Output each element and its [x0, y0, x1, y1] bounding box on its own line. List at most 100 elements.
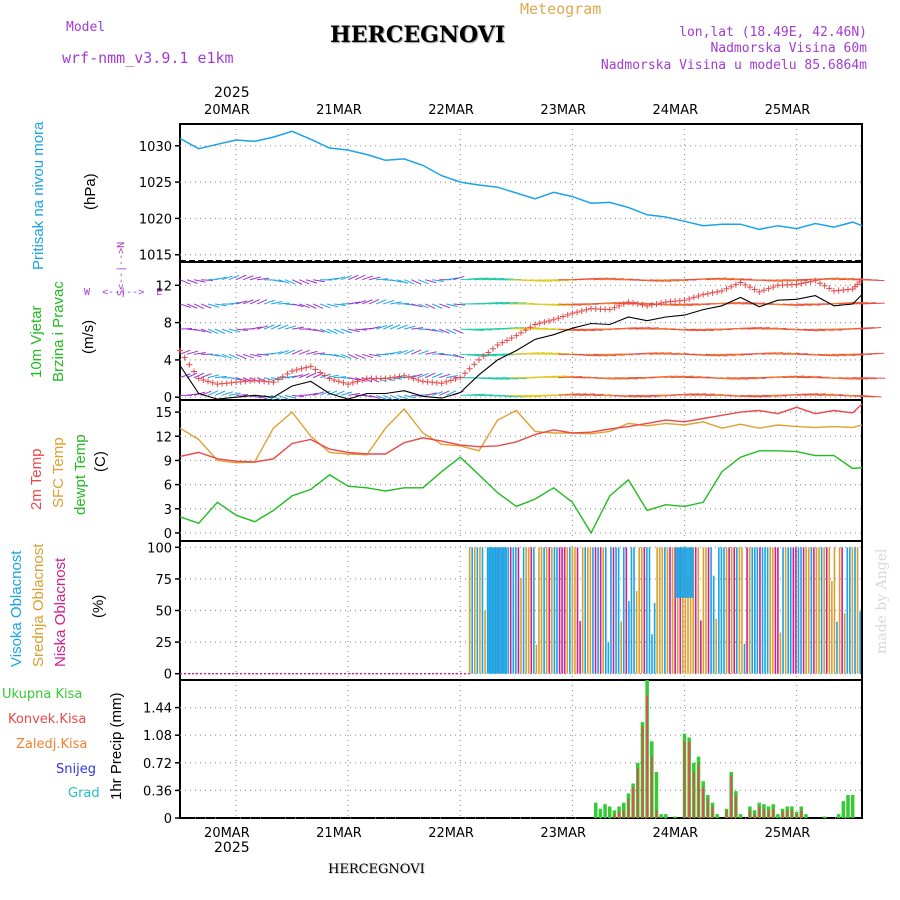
wind-barb: [369, 394, 381, 399]
wind-barb: [186, 303, 198, 309]
wind-barb: [284, 325, 297, 330]
wind-speed-mark: [550, 316, 557, 323]
wind-speed-mark: [438, 380, 445, 387]
wind-barb: [404, 279, 415, 285]
wind-speed-mark: [405, 374, 412, 381]
wind-barb: [698, 277, 721, 281]
ytick-label-0-3: 1030: [139, 140, 172, 155]
date-top-0: 20MAR: [204, 103, 250, 118]
precip-total-bar: [673, 816, 677, 818]
wind-barb: [376, 394, 387, 400]
wind-barb: [397, 279, 409, 284]
wind-speed-mark: [816, 280, 823, 287]
wind-barb: [348, 328, 360, 333]
ytick-label-2-5: 15: [155, 406, 172, 421]
panel-frame-4: [179, 679, 863, 819]
wind-barb: [284, 349, 296, 355]
wind-speed-mark: [644, 302, 651, 309]
precip-conv-bar: [650, 756, 653, 818]
wind-speed-mark: [802, 279, 809, 286]
wind-barb: [368, 298, 380, 305]
wind-barb: [803, 393, 826, 396]
wind-barb: [382, 324, 394, 330]
wind-barb: [523, 352, 545, 355]
wind-barb: [488, 377, 511, 380]
wind-speed-mark: [756, 288, 763, 295]
wind-speed-mark: [415, 376, 422, 383]
wind-barb: [235, 328, 248, 331]
ytick-label-3-2: 50: [155, 605, 172, 620]
wind-barb: [362, 275, 373, 281]
wind-barb: [488, 301, 510, 305]
wind-barb: [397, 349, 408, 355]
wind-barb: [277, 279, 290, 284]
wind-barb: [404, 394, 416, 399]
wind-barb: [425, 372, 436, 379]
precip-total-bar: [593, 802, 598, 818]
wind-barb: [284, 394, 297, 399]
wind-speed-mark: [270, 379, 277, 386]
wind-speed-mark: [359, 376, 366, 383]
ytick-label-3-4: 100: [147, 541, 172, 556]
wind-speed-mark: [527, 324, 534, 331]
wind-barb: [831, 277, 855, 281]
precip-conv-bar: [781, 811, 784, 818]
wind-barb: [418, 303, 429, 309]
ytick-label-1-1: 4: [164, 354, 172, 369]
wind-speed-mark: [303, 364, 310, 371]
wind-barb: [207, 328, 219, 335]
wind-barb: [712, 277, 736, 281]
wind-barb: [425, 328, 437, 332]
wind-speed-mark: [489, 345, 496, 352]
precip-conv-bar: [618, 811, 620, 818]
wind-barb: [319, 390, 331, 396]
legend-hail: Grad: [68, 786, 100, 801]
wind-barb: [249, 299, 261, 305]
wind-barb: [649, 279, 672, 282]
precip-conv-bar: [735, 795, 737, 818]
date-bottom-3: 23MAR: [540, 826, 586, 841]
wind-speed-mark: [345, 381, 352, 388]
wind-speed-mark: [686, 295, 693, 302]
wind-barb: [656, 375, 679, 379]
wind-barb: [719, 377, 742, 380]
wind-speed-mark: [494, 341, 501, 348]
wind-barb: [411, 349, 422, 355]
wind-speed-mark: [630, 300, 637, 307]
date-top-2: 22MAR: [428, 103, 474, 118]
ytick-label-0-2: 1025: [139, 176, 172, 191]
wind-speed-mark: [209, 379, 216, 386]
wind-barb: [333, 390, 345, 396]
wind-speed-mark: [485, 349, 492, 356]
wind-barb: [348, 301, 360, 305]
wind-barb: [207, 374, 220, 379]
wind-barb: [775, 375, 798, 379]
wind-speed-mark: [307, 363, 314, 370]
wind-barb: [677, 393, 700, 396]
precip-conv-bar: [688, 741, 691, 818]
wind-barb: [684, 393, 707, 396]
wind-barb: [747, 394, 771, 398]
wind-speed-mark: [728, 283, 735, 290]
wind-barb: [418, 279, 429, 285]
wind-barb: [312, 372, 324, 379]
ytick-label-2-3: 9: [164, 454, 172, 469]
wind-speed-mark: [275, 376, 282, 383]
wind-barb: [775, 303, 798, 307]
wind-speed-mark: [639, 301, 646, 308]
wind-speed-mark: [793, 281, 800, 288]
wind-speed-mark: [737, 279, 744, 286]
precip-conv-bar: [772, 808, 775, 818]
pressure-line: [179, 130, 863, 231]
wind-speed-mark: [503, 337, 510, 344]
wind-speed-mark: [471, 361, 478, 368]
wind-barb: [677, 328, 700, 332]
wind-barb: [375, 299, 387, 305]
wind-barb: [334, 353, 346, 359]
wind-barb: [446, 277, 459, 281]
wind-speed-mark: [583, 306, 590, 313]
wind-barb: [460, 328, 484, 331]
legend-snow: Snijeg: [56, 762, 96, 777]
wind-barb: [193, 279, 206, 283]
precip-conv-bar: [800, 810, 803, 818]
